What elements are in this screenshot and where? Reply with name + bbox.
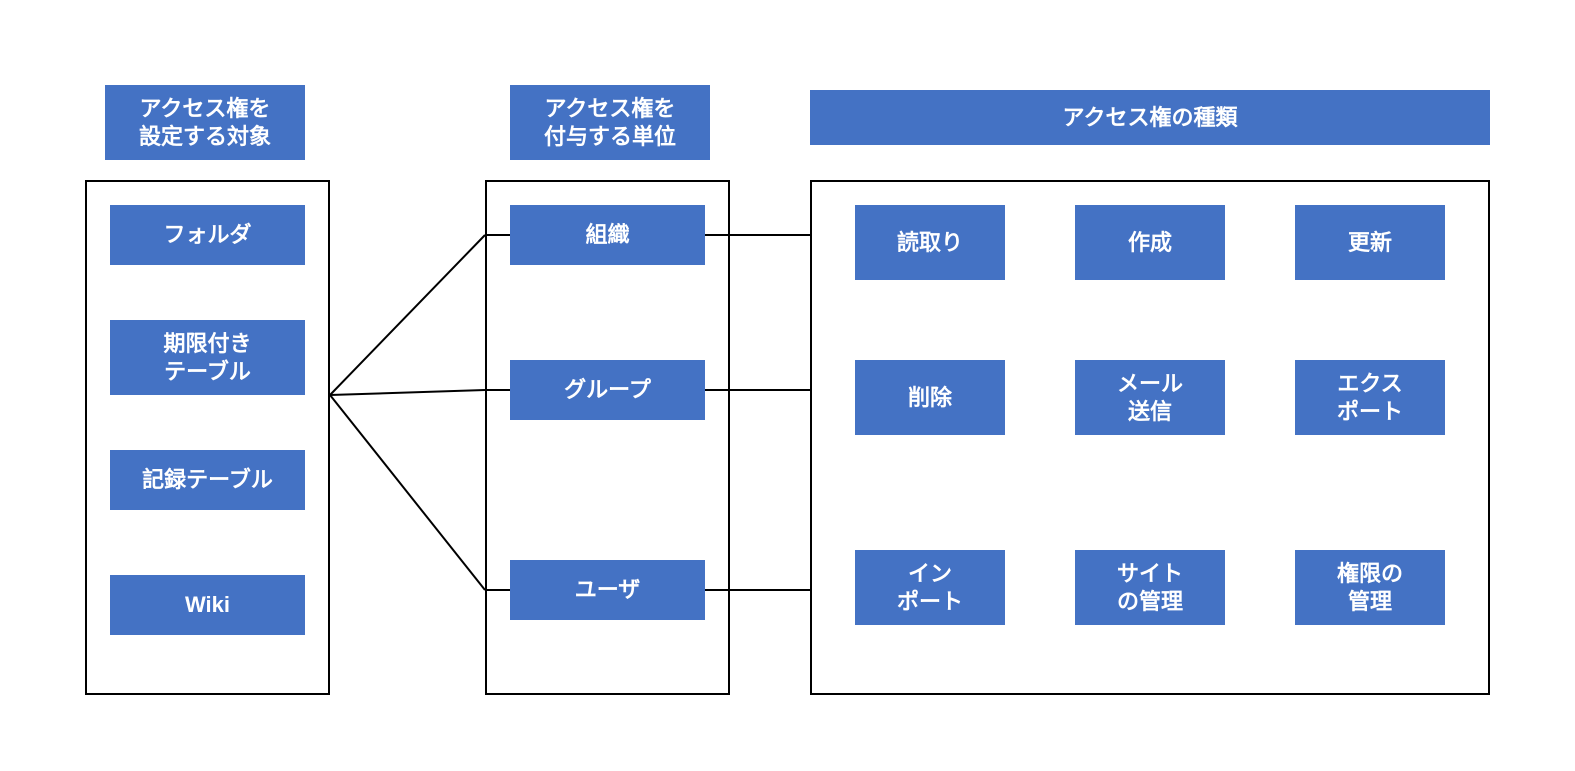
permissions-header: アクセス権の種類 <box>810 90 1490 145</box>
permission-item-site: サイト の管理 <box>1075 550 1225 625</box>
diagram-stage: アクセス権を 設定する対象 アクセス権を 付与する単位 アクセス権の種類 フォル… <box>0 0 1575 771</box>
permission-item-read: 読取り <box>855 205 1005 280</box>
targets-item-timed-table: 期限付き テーブル <box>110 320 305 395</box>
grantees-header: アクセス権を 付与する単位 <box>510 85 710 160</box>
permission-item-mail: メール 送信 <box>1075 360 1225 435</box>
permission-item-create: 作成 <box>1075 205 1225 280</box>
permission-item-delete: 削除 <box>855 360 1005 435</box>
permission-item-export: エクス ポート <box>1295 360 1445 435</box>
permission-item-perm: 権限の 管理 <box>1295 550 1445 625</box>
grantees-item-user: ユーザ <box>510 560 705 620</box>
grantees-item-group: グループ <box>510 360 705 420</box>
targets-item-record-table: 記録テーブル <box>110 450 305 510</box>
targets-item-wiki: Wiki <box>110 575 305 635</box>
permission-item-import: イン ポート <box>855 550 1005 625</box>
grantees-item-org: 組織 <box>510 205 705 265</box>
targets-item-folder: フォルダ <box>110 205 305 265</box>
permission-item-update: 更新 <box>1295 205 1445 280</box>
targets-header: アクセス権を 設定する対象 <box>105 85 305 160</box>
